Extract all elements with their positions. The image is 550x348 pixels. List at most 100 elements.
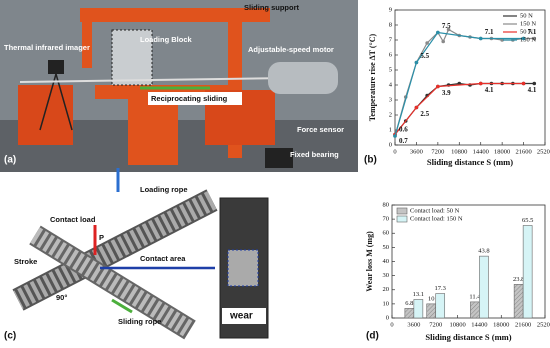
point (532, 81, 537, 86)
bar-hatch (404, 308, 414, 318)
bar (435, 293, 446, 319)
rope (19, 77, 291, 83)
label: Fixed bearing (290, 150, 339, 159)
label: Stroke (14, 257, 37, 266)
value-label: 65.5 (522, 217, 533, 224)
label: Sliding support (244, 3, 299, 12)
legend-label: Contact load: 50 N (410, 207, 460, 214)
point (478, 81, 483, 86)
legend-label: 150 N (520, 20, 536, 27)
label: Force sensor (297, 125, 344, 134)
x-tick-label: 3600 (410, 148, 423, 155)
bar (413, 299, 424, 319)
y-tick-label: 4 (389, 81, 393, 88)
plot-frame (394, 9, 546, 146)
photo-a: Sliding support Loading Block Thermal in… (0, 0, 358, 172)
y-tick-label: 60 (383, 230, 390, 237)
wear-box (222, 308, 266, 324)
y-tick-label: 0 (386, 314, 389, 321)
x-axis-label: Sliding distance S (mm) (425, 332, 511, 342)
value-label: 23.8 (513, 276, 524, 283)
label: Adjustable-speed motor (248, 45, 334, 54)
y-tick-label: 3 (389, 96, 392, 103)
rope-strands (13, 191, 217, 309)
pedestal (128, 95, 178, 165)
controller (265, 148, 293, 168)
point (532, 36, 537, 41)
label: Loading Block (140, 35, 192, 44)
x-tick-label: 18000 (494, 148, 510, 155)
value-label: 7.1 (528, 28, 537, 36)
label: Loading rope (140, 185, 188, 194)
point (414, 60, 419, 65)
tripod (55, 73, 73, 131)
x-tick-label: 18000 (493, 321, 509, 328)
x-axis-label: Sliding distance S (mm) (427, 157, 513, 167)
y-tick-label: 80 (383, 201, 390, 208)
label: Thermal infrared imager (4, 43, 90, 52)
bar (479, 255, 489, 319)
label: Contact load (50, 215, 96, 224)
value-label: 13.1 (413, 291, 424, 298)
frame-left (82, 8, 92, 68)
wear-area (227, 249, 259, 287)
y-tick-label: 70 (383, 216, 390, 223)
x-tick-label: 21600 (515, 321, 531, 328)
value-label: 7.1 (485, 28, 494, 36)
label: 90° (56, 293, 67, 302)
y-tick-label: 5 (389, 66, 392, 73)
diagram-c: Loading rope Contact load P Stroke Conta… (4, 168, 269, 342)
x-tick-label: 10800 (451, 148, 467, 155)
label-box (148, 92, 242, 105)
value-label: 0.6 (399, 126, 408, 134)
bar-hatch (470, 301, 480, 318)
point (393, 134, 397, 138)
x-tick-label: 7200 (431, 148, 444, 155)
point (414, 105, 419, 110)
value-label: 0.7 (399, 137, 408, 145)
legend-label: 50 N (520, 28, 533, 35)
legend-label: 150 N (520, 36, 536, 43)
x-tick-label: 7200 (429, 321, 442, 328)
series-line (394, 82, 524, 135)
y-tick-label: 6 (389, 51, 393, 58)
value-label: 4.1 (528, 86, 537, 94)
x-tick-label: 10800 (449, 321, 465, 328)
point (436, 84, 440, 89)
sliding-arrow (111, 298, 133, 314)
point (446, 27, 451, 32)
y-axis-label: Temperature rise ΔT (°C) (368, 33, 377, 121)
label: wear (229, 311, 253, 322)
panel-label: (a) (4, 155, 16, 166)
value-label: 3.9 (442, 89, 451, 97)
panel-label: (c) (4, 331, 16, 342)
y-tick-label: 7 (389, 36, 393, 43)
x-tick-label: 14400 (473, 148, 489, 155)
bar-hatch (514, 284, 524, 318)
bar (522, 225, 533, 319)
motor (268, 62, 338, 94)
x-tick-label: 14400 (471, 321, 487, 328)
x-tick-label: 21600 (515, 148, 531, 155)
x-tick-label: 3600 (407, 321, 420, 328)
value-label: 17.3 (435, 285, 446, 292)
legend-swatch (396, 207, 408, 215)
label: Sliding rope (118, 317, 161, 326)
y-tick-label: 30 (383, 272, 390, 279)
y-tick-label: 0 (389, 141, 392, 148)
value-label: 10 (428, 295, 435, 302)
value-label: 4.1 (485, 86, 494, 94)
y-tick-label: 8 (389, 21, 392, 28)
value-label: 2.5 (420, 110, 429, 118)
point (521, 81, 526, 86)
bar-hatch (426, 303, 436, 318)
y-tick-label: 20 (383, 286, 390, 293)
label: Reciprocating sliding (151, 94, 228, 103)
left-support (18, 85, 73, 145)
y-tick-label: 9 (389, 6, 392, 13)
x-tick-label: 0 (390, 321, 393, 328)
value-label: 43.8 (478, 248, 489, 255)
